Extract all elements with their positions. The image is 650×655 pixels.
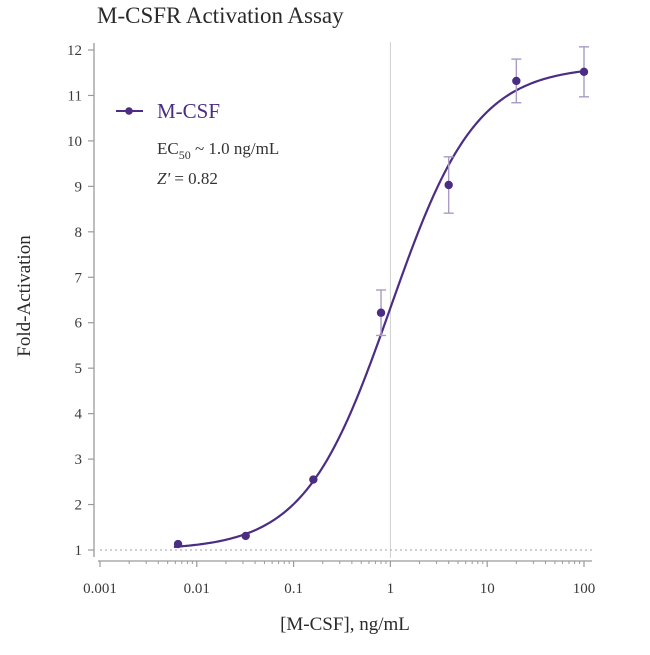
ec50-annotation: EC50 ~ 1.0 ng/mL [157,139,279,162]
y-tick-label-9: 9 [75,179,83,195]
zprime-symbol: Z' [157,169,170,188]
data-point-3 [309,475,318,484]
data-point-1 [173,539,183,549]
x-axis-label: [M-CSF], ng/mL [280,614,410,635]
ec50-subscript: 50 [179,148,191,162]
y-tick-label-8: 8 [75,225,83,241]
y-tick-label-2: 2 [75,498,83,514]
zprime-annotation: Z' = 0.82 [157,169,218,188]
y-tick-label-3: 3 [75,452,83,468]
y-tick-label-5: 5 [75,361,83,377]
legend-series-label: M-CSF [157,99,220,123]
ec50-prefix: EC [157,139,179,158]
y-tick-label-11: 11 [68,88,82,104]
x-axis-ticks: 0.001 0.01 0.1 1 10 100 [83,561,595,597]
y-tick-label-6: 6 [75,316,83,332]
plot-area [100,42,592,558]
data-point-6 [512,76,521,86]
x-tick-label-3: 0.1 [284,581,303,597]
y-tick-label-7: 7 [75,270,83,286]
data-point-4 [376,308,386,317]
x-tick-label-6: 100 [573,581,596,597]
data-point-2 [241,531,250,541]
y-axis-label: Fold-Activation [14,235,35,357]
ec50-value: ~ 1.0 ng/mL [191,139,280,158]
legend: M-CSF EC50 ~ 1.0 ng/mL Z' = 0.82 [116,99,279,188]
x-tick-label-4: 1 [387,581,395,597]
y-tick-label-12: 12 [67,43,82,59]
y-tick-label-4: 4 [75,407,83,423]
y-tick-label-10: 10 [67,134,82,150]
data-point-7 [579,67,589,77]
y-tick-label-1: 1 [75,543,83,559]
x-tick-label-1: 0.001 [83,581,117,597]
legend-swatch-marker [125,107,133,115]
data-point-5 [444,180,453,190]
x-tick-label-5: 10 [480,581,495,597]
x-tick-label-2: 0.01 [184,581,210,597]
chart-title: M-CSFR Activation Assay [97,3,344,28]
zprime-value: = 0.82 [170,169,218,188]
